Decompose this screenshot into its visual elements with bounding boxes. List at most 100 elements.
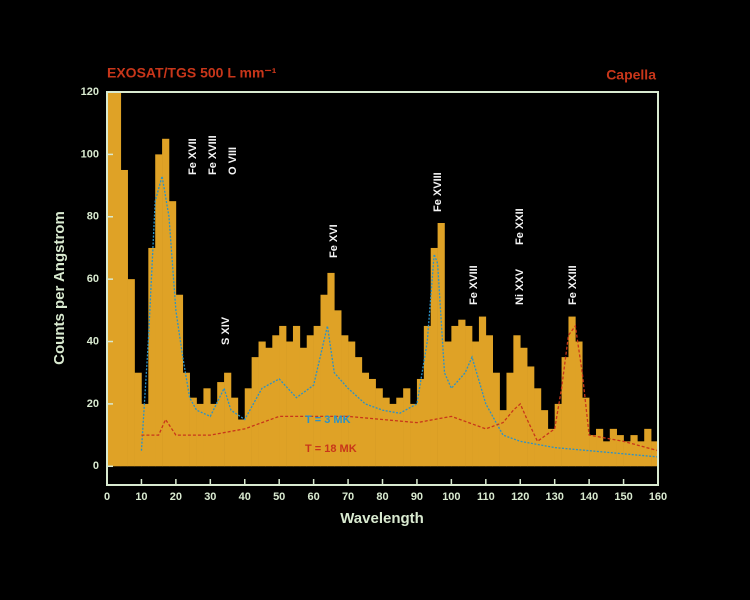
histogram-bar bbox=[382, 397, 390, 467]
histogram-bar bbox=[423, 325, 432, 467]
histogram-bar bbox=[141, 403, 149, 467]
histogram-bar bbox=[354, 357, 363, 467]
histogram-bar bbox=[113, 92, 122, 467]
histogram-bar bbox=[609, 428, 617, 467]
histogram-bar bbox=[602, 441, 611, 467]
x-tick-label: 60 bbox=[308, 491, 320, 503]
histogram-bar bbox=[389, 403, 397, 467]
x-tick-label: 90 bbox=[411, 491, 423, 503]
series-label: T = 18 MK bbox=[305, 443, 357, 455]
histogram-bar bbox=[596, 428, 604, 467]
histogram-bar bbox=[575, 341, 583, 467]
x-tick-label: 20 bbox=[170, 491, 182, 503]
x-tick-label: 130 bbox=[546, 491, 564, 503]
histogram-bar bbox=[334, 310, 342, 467]
histogram-bar bbox=[299, 347, 308, 467]
histogram-bar bbox=[616, 435, 624, 467]
line-annotation: Fe XXIII bbox=[567, 265, 579, 305]
line-annotation: Fe XVII bbox=[187, 138, 199, 175]
histogram-bar bbox=[168, 201, 177, 467]
histogram-bar bbox=[175, 294, 184, 467]
line-annotation: Fe XVIII bbox=[468, 265, 480, 305]
histogram-bar bbox=[341, 335, 349, 467]
histogram-bar bbox=[265, 347, 273, 467]
x-tick-label: 50 bbox=[273, 491, 285, 503]
histogram-bar bbox=[451, 325, 459, 467]
chart-title: EXOSAT/TGS 500 L mm⁻¹ bbox=[107, 65, 277, 81]
y-tick-label: 120 bbox=[81, 86, 99, 98]
histogram-bar bbox=[217, 382, 225, 467]
histogram-bar bbox=[375, 388, 383, 467]
histogram-bar bbox=[554, 403, 562, 467]
x-tick-label: 110 bbox=[477, 491, 495, 503]
histogram-bar bbox=[458, 319, 466, 467]
line-annotation: Fe XVIII bbox=[432, 172, 444, 212]
histogram-bar bbox=[148, 247, 156, 467]
histogram-bar bbox=[292, 325, 301, 467]
y-tick-label: 20 bbox=[87, 398, 99, 410]
histogram-bar bbox=[368, 378, 376, 467]
histogram-bar bbox=[237, 419, 246, 467]
histogram-bar bbox=[134, 372, 142, 467]
x-tick-label: 160 bbox=[649, 491, 667, 503]
y-tick-label: 0 bbox=[93, 460, 99, 472]
histogram-bar bbox=[120, 169, 128, 467]
histogram-bar bbox=[361, 372, 370, 467]
histogram-bar bbox=[499, 410, 507, 467]
x-tick-label: 30 bbox=[204, 491, 216, 503]
line-annotation: Fe XVI bbox=[328, 224, 340, 258]
x-tick-label: 0 bbox=[104, 491, 110, 503]
histogram-bar bbox=[306, 335, 314, 467]
histogram-bar bbox=[348, 341, 356, 467]
histogram-bar bbox=[547, 428, 555, 467]
histogram-bar bbox=[478, 316, 487, 467]
line-annotation: Fe XVIII bbox=[207, 135, 219, 175]
x-tick-label: 70 bbox=[342, 491, 354, 503]
histogram-bar bbox=[203, 388, 211, 467]
histogram-bar bbox=[492, 372, 500, 467]
histogram-bar bbox=[582, 397, 590, 467]
histogram-bar bbox=[162, 138, 170, 467]
histogram-bar bbox=[623, 441, 631, 467]
histogram-bar bbox=[313, 325, 321, 467]
histogram-bar bbox=[258, 341, 266, 467]
model-line bbox=[140, 176, 659, 458]
histogram-bar bbox=[472, 341, 480, 467]
histogram-bar bbox=[630, 435, 638, 467]
x-tick-label: 120 bbox=[511, 491, 529, 503]
histogram-bar bbox=[403, 388, 411, 467]
histogram-bar bbox=[224, 372, 232, 467]
histogram-bar bbox=[396, 397, 404, 467]
histogram-bar bbox=[182, 372, 190, 467]
histogram-bar bbox=[251, 357, 259, 467]
x-tick-label: 150 bbox=[614, 491, 632, 503]
line-annotation: Ni XXV bbox=[514, 268, 526, 305]
histogram-bar bbox=[320, 294, 328, 467]
histogram-bar bbox=[286, 341, 294, 467]
histogram-bar bbox=[513, 335, 521, 467]
histogram-bar bbox=[465, 325, 473, 467]
line-annotation: O VIII bbox=[227, 147, 239, 175]
y-tick-label: 80 bbox=[87, 211, 99, 223]
line-annotation: Fe XXII bbox=[514, 208, 526, 245]
histogram-bar bbox=[534, 388, 542, 467]
histogram-bar bbox=[189, 397, 197, 467]
x-tick-label: 80 bbox=[376, 491, 388, 503]
histogram-bar bbox=[520, 347, 528, 467]
y-tick-label: 100 bbox=[81, 148, 99, 160]
histogram-bar bbox=[506, 372, 514, 467]
model-line bbox=[141, 324, 659, 452]
histogram-bar bbox=[410, 403, 418, 467]
histogram-bar bbox=[430, 247, 438, 467]
x-tick-label: 40 bbox=[239, 491, 251, 503]
x-axis-label: Wavelength bbox=[340, 510, 424, 527]
y-axis-label: Counts per Angstrom bbox=[51, 211, 68, 365]
y-tick-label: 40 bbox=[87, 335, 99, 347]
y-tick-label: 60 bbox=[87, 273, 99, 285]
histogram-bar bbox=[527, 366, 535, 467]
x-tick-label: 100 bbox=[442, 491, 460, 503]
x-tick-label: 140 bbox=[580, 491, 598, 503]
histogram-bar bbox=[540, 410, 549, 467]
series-label: T = 3 MK bbox=[305, 414, 351, 426]
